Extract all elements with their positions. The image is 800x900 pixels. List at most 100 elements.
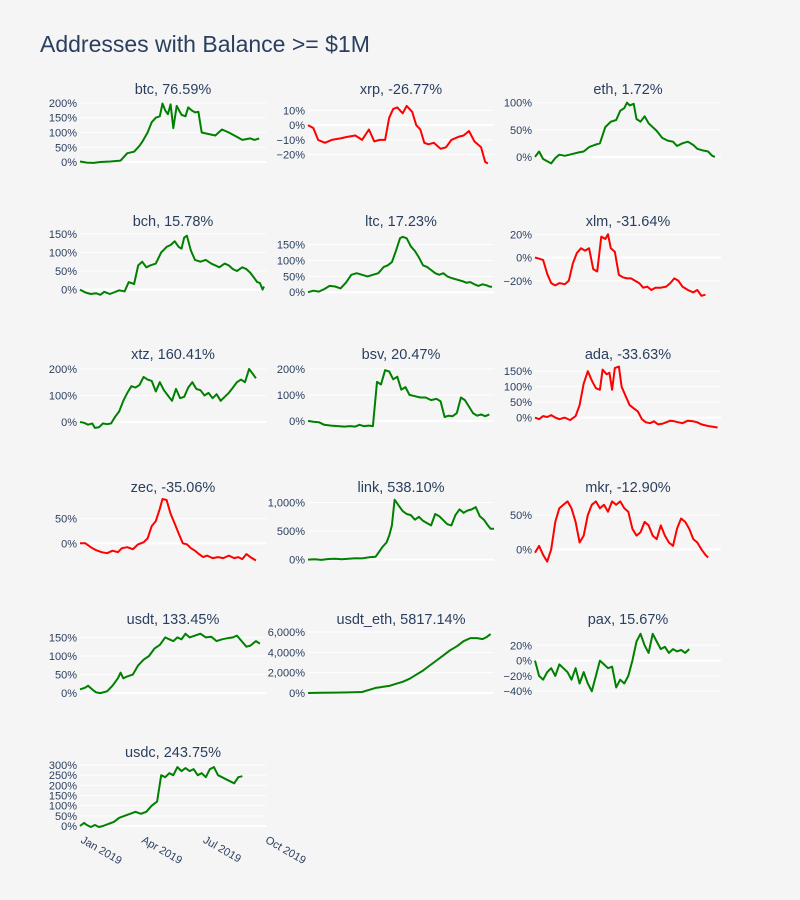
panel-xrp: −20% −10% 0% 10% xrp, -26.77% xyxy=(277,82,494,165)
y-tick-label: 100% xyxy=(49,801,77,813)
y-tick-label: 100% xyxy=(504,98,532,110)
panel-bch: 0% 50% 100% 150% bch, 15.78% xyxy=(49,214,266,297)
y-tick-label: 0% xyxy=(516,253,532,265)
panel-title: ada, -33.63% xyxy=(585,347,671,363)
y-tick-label: −10% xyxy=(277,135,306,147)
y-tick-label: −20% xyxy=(277,150,306,162)
y-tick-label: 50% xyxy=(55,514,77,526)
panel-title: mkr, -12.90% xyxy=(585,480,671,496)
y-tick-label: 0% xyxy=(516,656,532,668)
series-line-xrp xyxy=(307,104,489,165)
series-line-xtz xyxy=(79,368,257,429)
series-line-zec xyxy=(80,498,257,562)
y-tick-label: 0% xyxy=(289,120,305,132)
panel-usdt_eth: 0% 2,000% 4,000% 6,000% usdt_eth, 5817.14% xyxy=(268,612,494,700)
y-tick-label: 150% xyxy=(49,113,77,125)
y-tick-label: 200% xyxy=(49,364,77,376)
panel-title: ltc, 17.23% xyxy=(365,214,437,230)
series-line-ltc xyxy=(307,235,493,294)
panel-title: bsv, 20.47% xyxy=(362,347,441,363)
y-tick-label: 0% xyxy=(61,688,77,700)
panel-title: pax, 15.67% xyxy=(588,612,669,628)
y-tick-label: 0% xyxy=(61,285,77,297)
y-tick-label: 300% xyxy=(49,760,77,772)
series-line-usdt xyxy=(79,632,261,695)
y-tick-label: 20% xyxy=(510,640,532,652)
panel-bsv: 0% 100% 200% bsv, 20.47% xyxy=(277,347,494,428)
panel-title: zec, -35.06% xyxy=(131,480,216,496)
panel-usdt: 0% 50% 100% 150% usdt, 133.45% xyxy=(49,612,266,700)
y-tick-label: 4,000% xyxy=(268,647,306,659)
y-tick-label: 50% xyxy=(510,510,532,522)
panel-link: 0% 500% 1,000% link, 538.10% xyxy=(268,480,494,567)
y-tick-label: 1,000% xyxy=(268,498,306,510)
series-line-usdt_eth xyxy=(307,633,492,694)
y-tick-label: 0% xyxy=(516,413,532,425)
y-tick-label: 250% xyxy=(49,770,77,782)
y-tick-label: 200% xyxy=(49,98,77,110)
x-tick-label: Oct 2019 xyxy=(263,834,308,867)
panel-mkr: 0% 50% mkr, -12.90% xyxy=(510,480,721,563)
y-tick-label: 100% xyxy=(49,651,77,663)
x-tick-label: Apr 2019 xyxy=(139,834,184,867)
series-line-bsv xyxy=(307,369,490,428)
y-tick-label: 0% xyxy=(516,152,532,164)
panel-title: xlm, -31.64% xyxy=(586,214,671,230)
series-line-bch xyxy=(79,234,265,296)
y-tick-label: 150% xyxy=(504,366,532,378)
y-tick-label: 50% xyxy=(283,271,305,283)
y-tick-label: 50% xyxy=(55,811,77,823)
y-tick-label: 100% xyxy=(277,390,305,402)
panel-xlm: −20% 0% 20% xlm, -31.64% xyxy=(504,214,721,297)
y-tick-label: 0% xyxy=(61,821,77,833)
y-tick-label: 0% xyxy=(61,538,77,550)
series-line-mkr xyxy=(534,500,709,563)
y-tick-label: 0% xyxy=(289,416,305,428)
y-tick-label: 50% xyxy=(55,670,77,682)
y-tick-label: 2,000% xyxy=(268,668,306,680)
y-tick-label: 50% xyxy=(55,142,77,154)
panel-title: btc, 76.59% xyxy=(135,82,212,98)
panel-title: xtz, 160.41% xyxy=(131,347,215,363)
panel-ada: 0% 50% 100% 150% ada, -33.63% xyxy=(504,347,721,429)
panel-title: xrp, -26.77% xyxy=(360,82,442,98)
y-tick-label: 0% xyxy=(289,688,305,700)
y-tick-label: 0% xyxy=(61,157,77,169)
panel-title: link, 538.10% xyxy=(357,480,444,496)
panel-btc: 0% 50% 100% 150% 200% btc, 76.59% xyxy=(49,82,266,169)
y-tick-label: 150% xyxy=(277,240,305,252)
y-tick-label: 100% xyxy=(49,247,77,259)
y-tick-label: 200% xyxy=(49,780,77,792)
y-tick-label: 0% xyxy=(61,417,77,429)
series-line-xlm xyxy=(534,233,706,297)
y-tick-label: 150% xyxy=(49,229,77,241)
panel-usdc: 0%50%100%150%200%250%300% usdc, 243.75% xyxy=(49,745,266,833)
series-line-btc xyxy=(79,102,260,164)
panel-eth: 0% 50% 100% eth, 1.72% xyxy=(504,82,721,165)
y-tick-label: 100% xyxy=(49,128,77,140)
series-line-link xyxy=(307,498,494,561)
y-tick-label: 50% xyxy=(510,397,532,409)
panel-title: usdt_eth, 5817.14% xyxy=(337,612,466,628)
series-line-eth xyxy=(534,101,716,165)
y-tick-label: 0% xyxy=(289,287,305,299)
y-tick-label: 50% xyxy=(55,266,77,278)
panel-title: usdt, 133.45% xyxy=(127,612,220,628)
y-tick-label: 200% xyxy=(277,364,305,376)
panel-ltc: 0% 50% 100% 150% ltc, 17.23% xyxy=(277,214,494,299)
x-tick-label: Jul 2019 xyxy=(201,834,243,865)
y-tick-label: 6,000% xyxy=(268,627,306,639)
panel-title: usdc, 243.75% xyxy=(125,745,221,761)
y-tick-label: 150% xyxy=(49,632,77,644)
y-tick-label: 100% xyxy=(504,382,532,394)
panel-xtz: 0% 100% 200% xtz, 160.41% xyxy=(49,347,266,429)
y-tick-label: 50% xyxy=(510,125,532,137)
panel-title: eth, 1.72% xyxy=(593,82,662,98)
chart-title: Addresses with Balance >= $1M xyxy=(40,31,370,57)
y-tick-label: −20% xyxy=(504,671,533,683)
y-tick-label: 20% xyxy=(510,229,532,241)
x-tick-label: Jan 2019 xyxy=(79,834,124,867)
y-tick-label: 0% xyxy=(289,555,305,567)
series-line-pax xyxy=(534,632,690,693)
